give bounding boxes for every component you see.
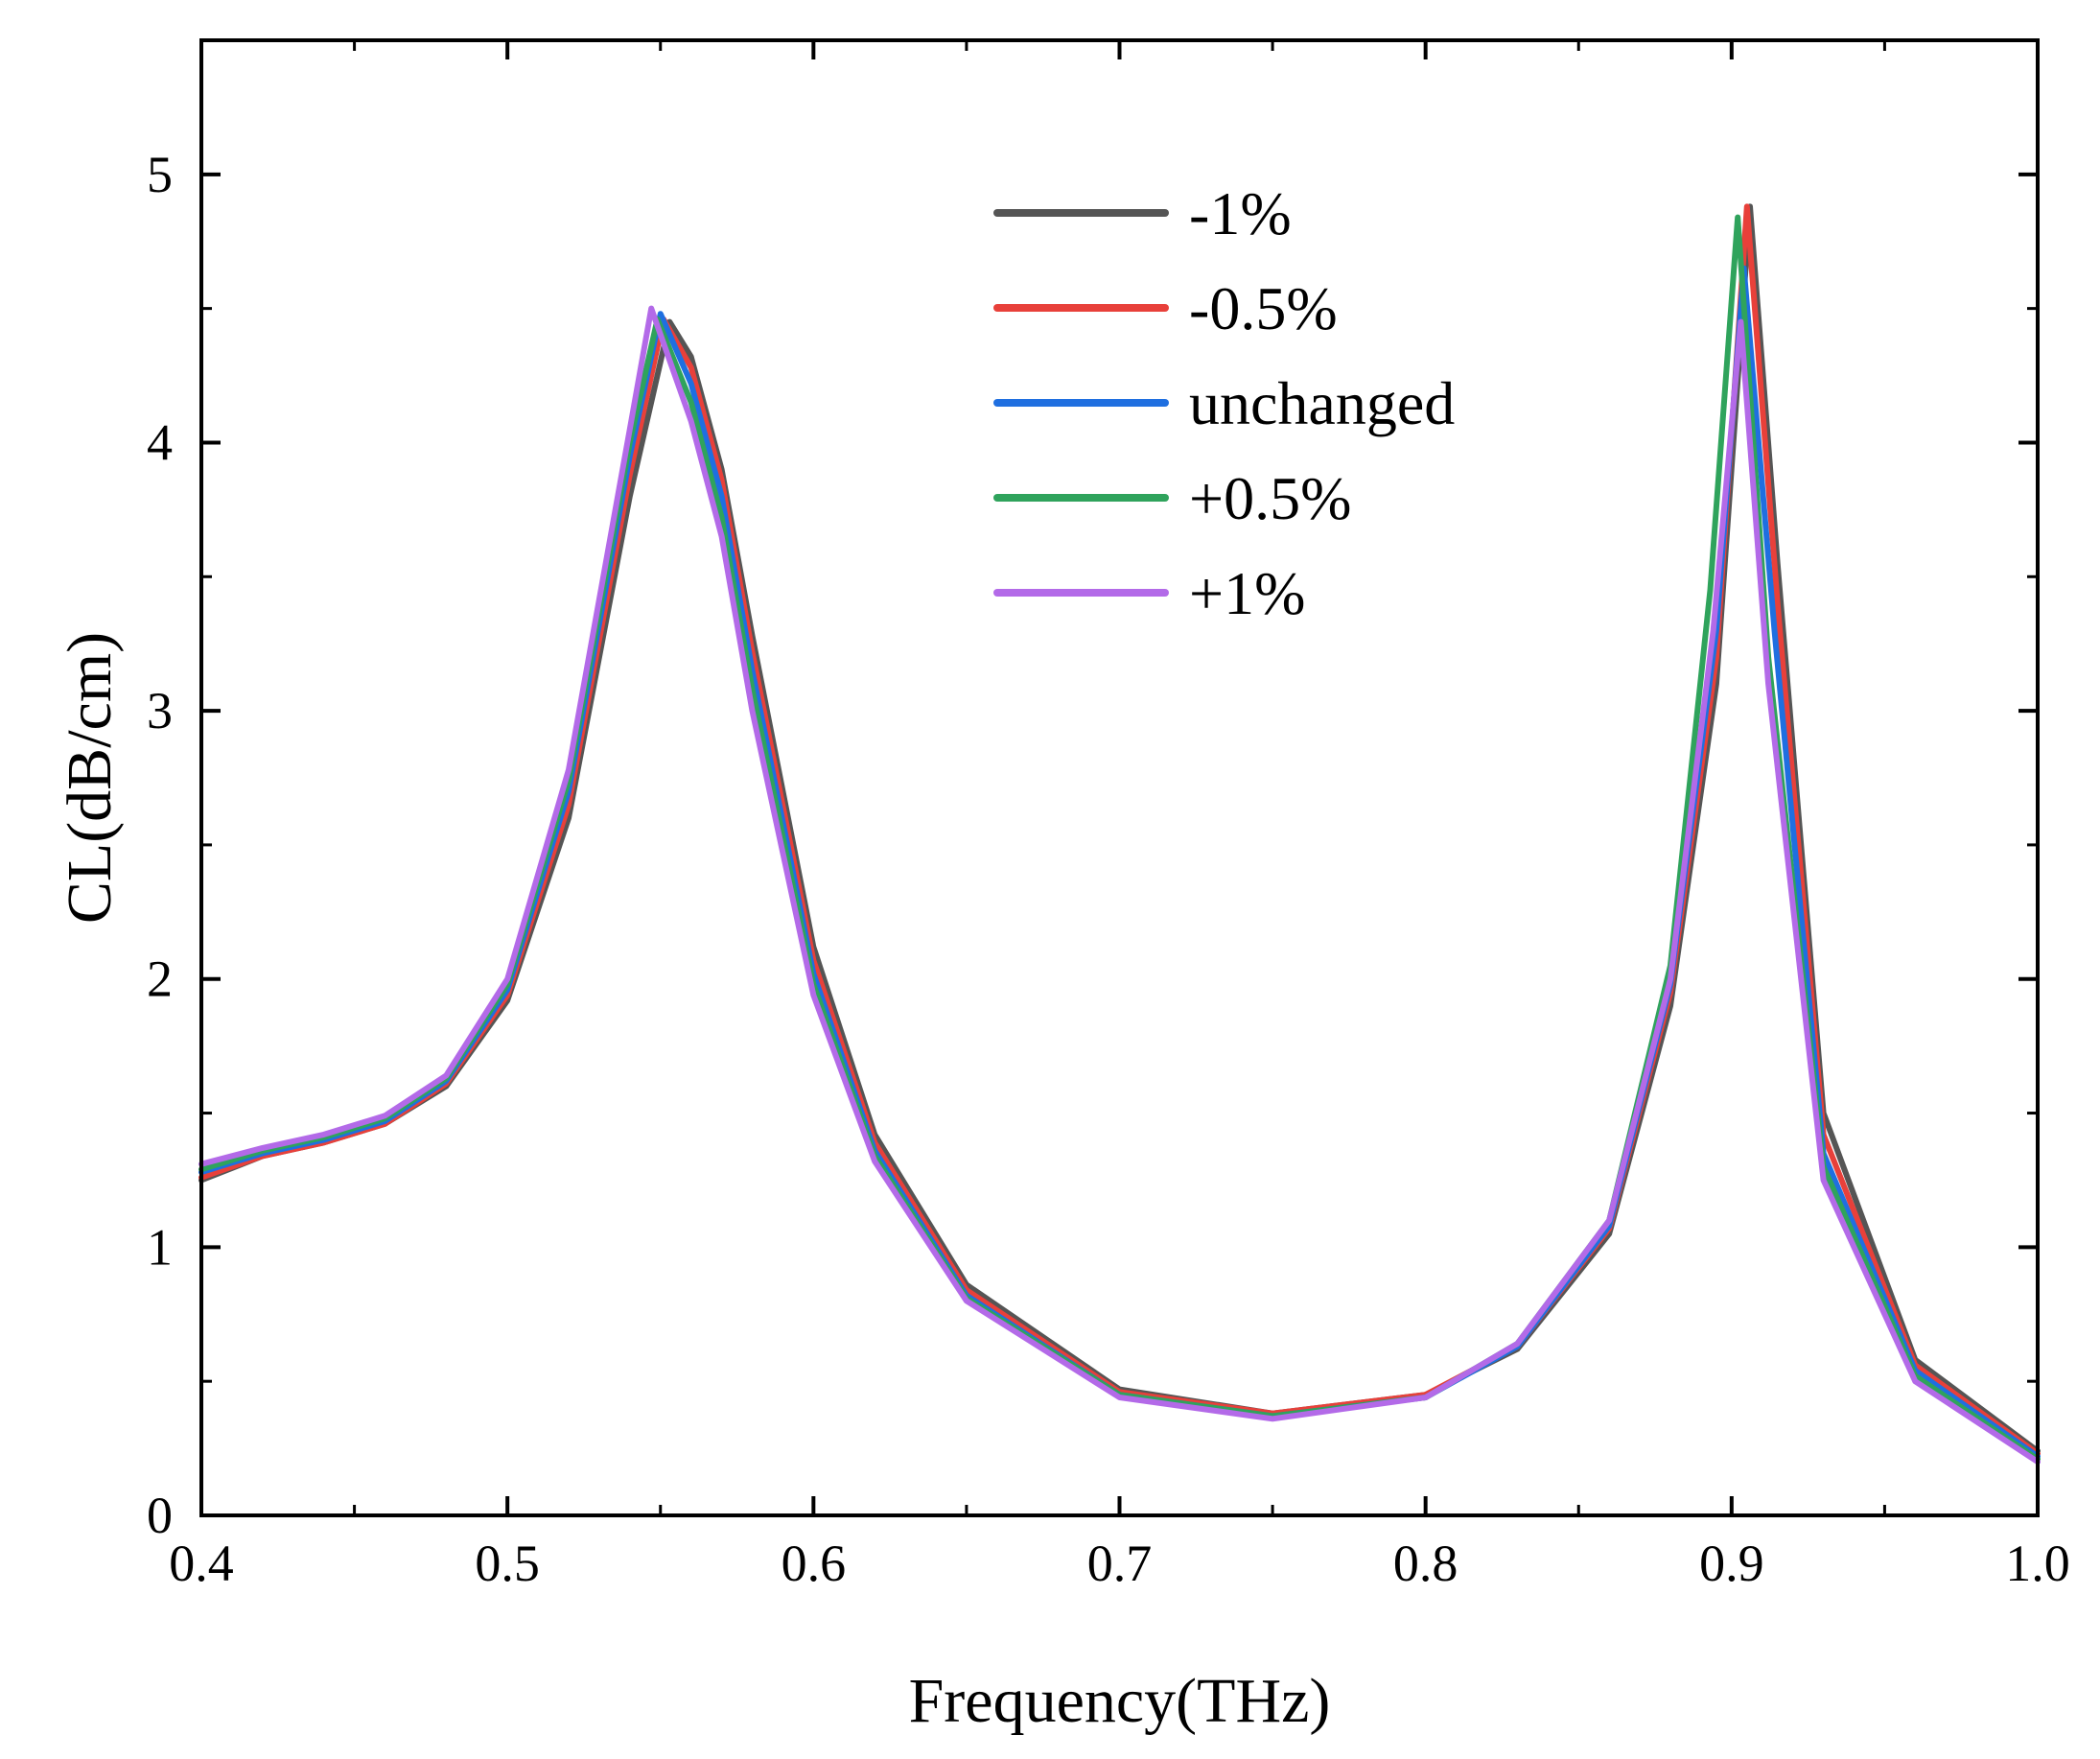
series-line-1: [198, 203, 2041, 1457]
x-tick-label: 0.4: [169, 1535, 234, 1592]
x-tick-label: 0.7: [1087, 1535, 1153, 1592]
legend-label: -0.5%: [1189, 274, 1338, 342]
axis-ticks: 0.4 0.5 0.6 0.7 0.8 0.9 1.0 0 1 2 3 4 5: [147, 40, 2070, 1592]
plot-area-frame: [199, 38, 2040, 1517]
y-tick-label: 1: [147, 1218, 173, 1276]
x-axis-title: Frequency(THz): [909, 1666, 1331, 1736]
legend: -1% -0.5% unchanged +0.5% +1%: [993, 179, 1455, 627]
series-layer: [198, 203, 2041, 1466]
y-tick-label: 3: [147, 682, 173, 739]
x-tick-label: 0.5: [475, 1535, 540, 1592]
x-tick-label: 1.0: [2005, 1535, 2070, 1592]
y-tick-label: 5: [147, 146, 173, 203]
legend-label: -1%: [1189, 179, 1292, 247]
y-axis-title: CL(dB/cm): [55, 632, 125, 924]
y-tick-label: 4: [147, 413, 173, 471]
legend-label: +0.5%: [1189, 464, 1351, 532]
series-line-4: [198, 305, 2041, 1466]
x-tick-label: 0.9: [1699, 1535, 1764, 1592]
x-tick-label: 0.6: [782, 1535, 847, 1592]
series-line-2: [198, 265, 2041, 1460]
x-tick-label: 0.8: [1393, 1535, 1458, 1592]
legend-label: unchanged: [1189, 369, 1455, 437]
legend-label: +1%: [1189, 559, 1305, 627]
y-tick-label: 2: [147, 950, 173, 1008]
y-tick-label: 0: [147, 1487, 173, 1544]
